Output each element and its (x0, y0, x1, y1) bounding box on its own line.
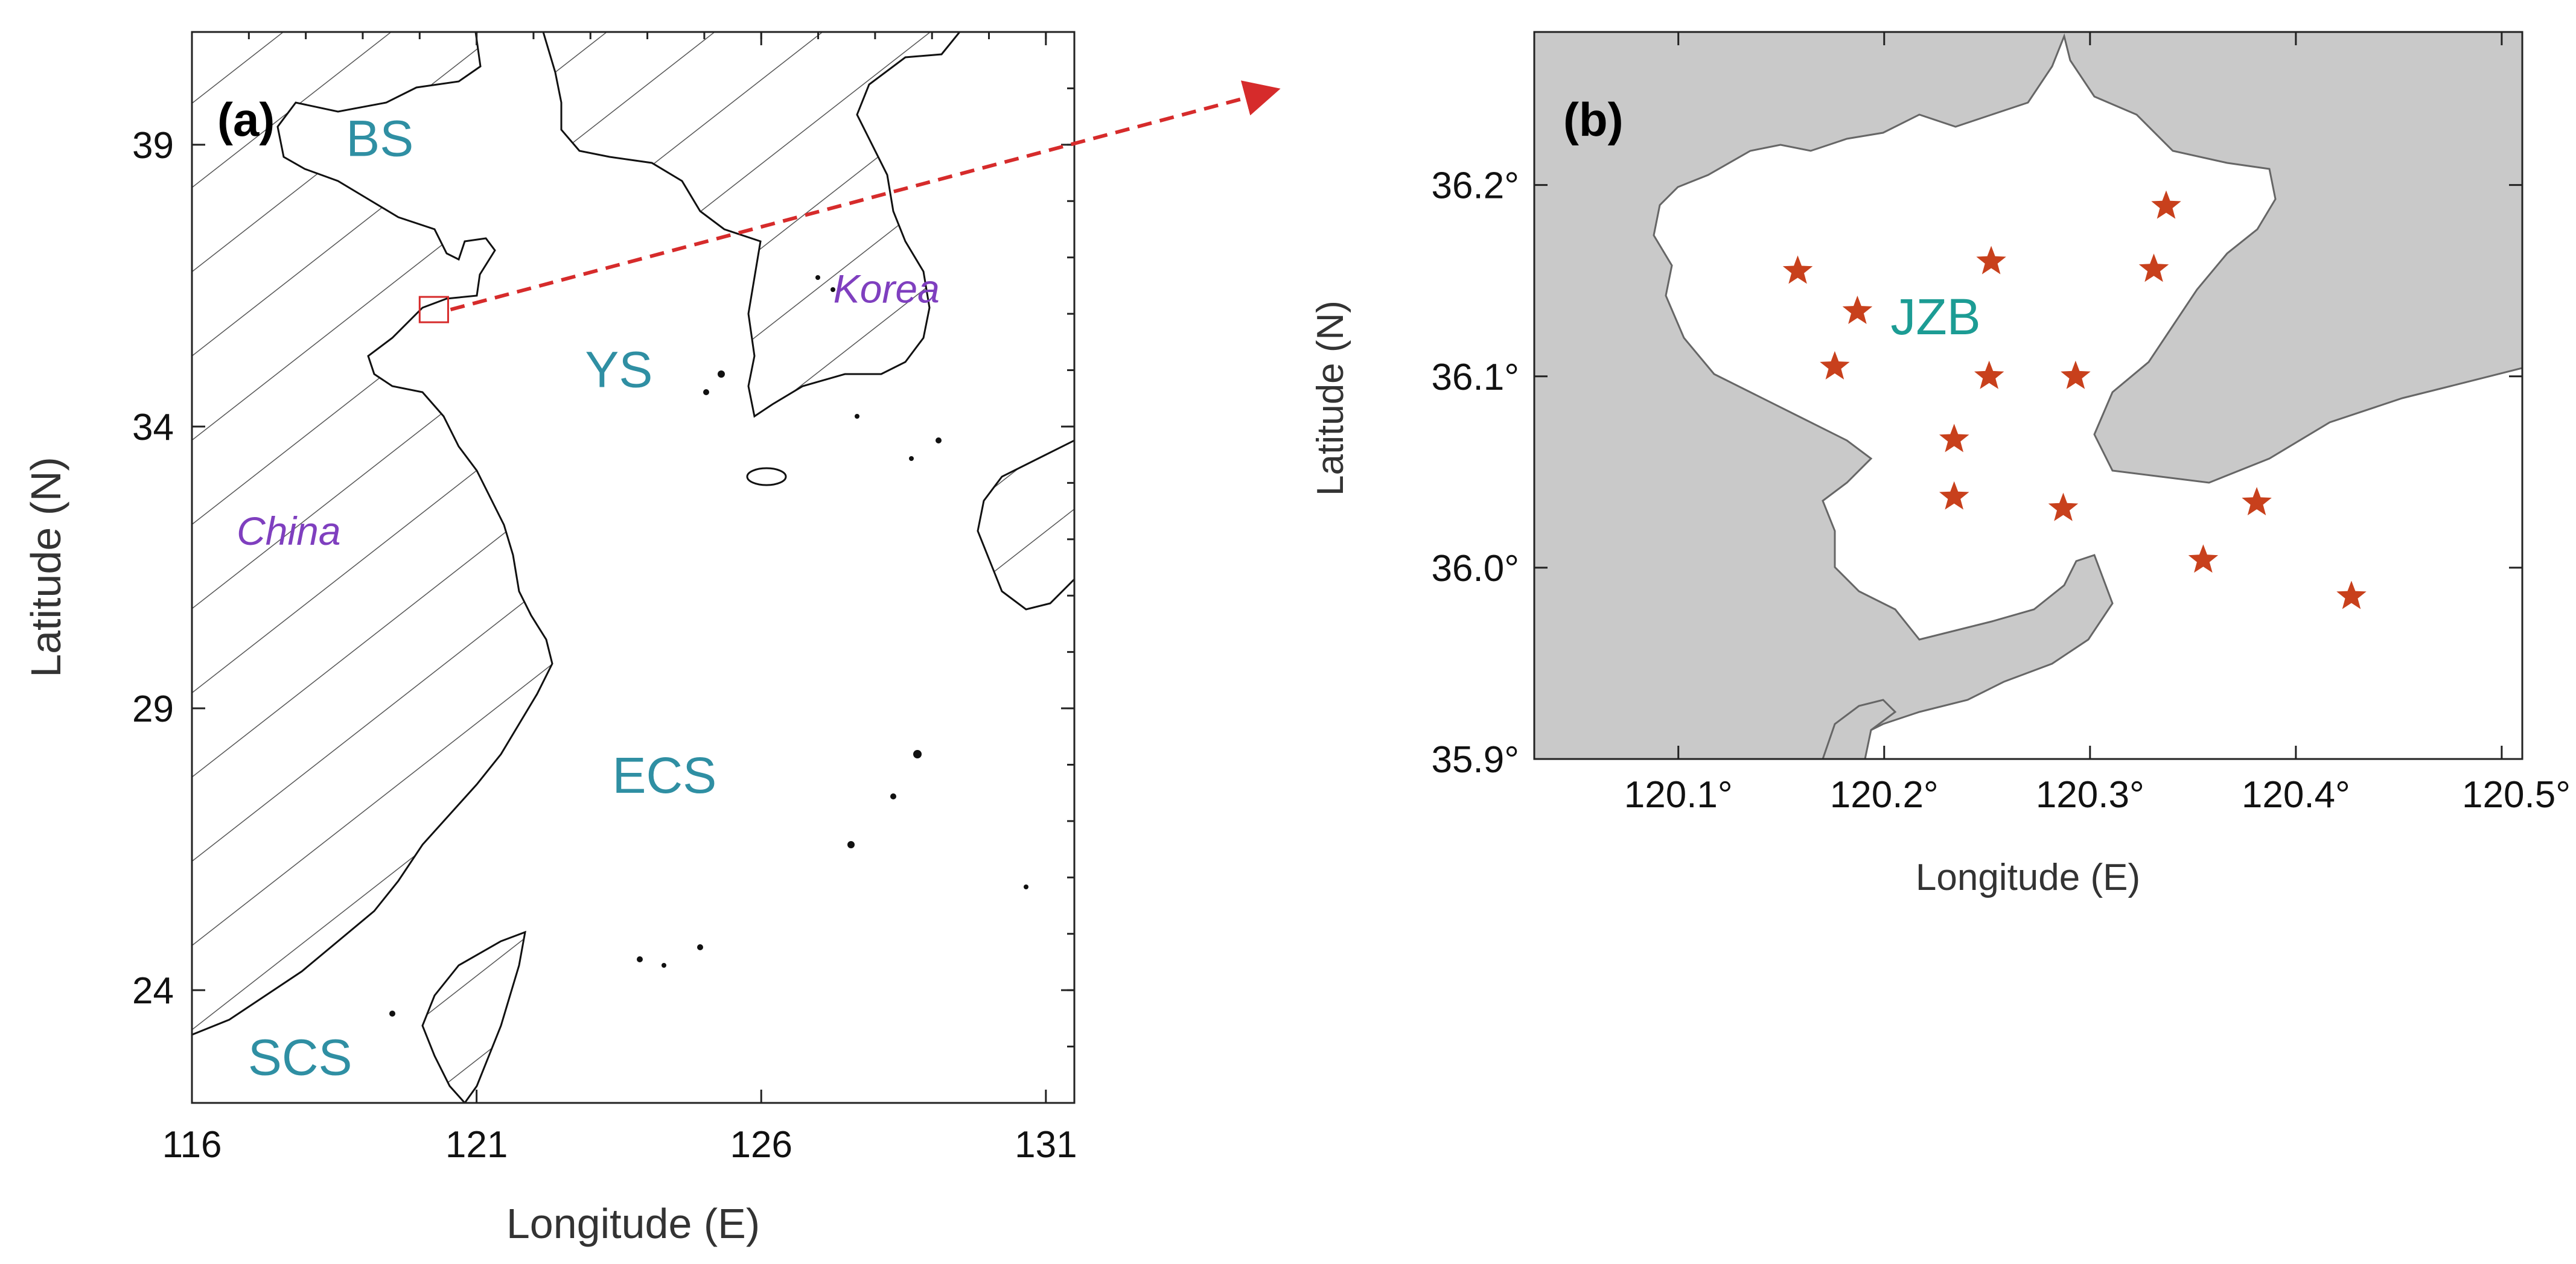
panel-a-xlabel: Longitude (E) (506, 1200, 760, 1247)
panel-b-xlabel: Longitude (E) (1916, 857, 2140, 898)
y-tick-label: 36.1° (1432, 357, 1519, 398)
x-tick-label: 121 (445, 1124, 508, 1166)
panel-b-frame (1533, 31, 2523, 760)
taiwan-land (421, 930, 526, 1103)
station-star (2188, 544, 2219, 573)
y-tick-label: 36.0° (1432, 548, 1519, 589)
station-star (2336, 580, 2367, 609)
station-star (1820, 351, 1850, 380)
station-star (1842, 296, 1873, 324)
y-tick-label: 24 (132, 970, 174, 1012)
y-tick-label: 35.9° (1432, 739, 1519, 781)
panel-a-ticks (191, 32, 1074, 1103)
region-label-bs: BS (346, 110, 413, 167)
study-area-box (418, 296, 449, 323)
x-tick-label: 120.3° (2036, 774, 2144, 816)
y-tick-label: 36.2° (1432, 165, 1519, 207)
y-tick-label: 29 (132, 688, 174, 730)
region-label-ecs: ECS (613, 747, 717, 804)
station-star (2151, 190, 2181, 219)
island (1822, 699, 1897, 759)
x-tick-label: 126 (730, 1124, 792, 1166)
region-label-ys: YS (585, 341, 652, 398)
zoom-connector-arrow (450, 80, 1281, 311)
region-label-china: China (237, 509, 340, 553)
x-tick-label: 120.4° (2242, 774, 2350, 816)
station-star (2048, 492, 2079, 521)
station-star (1939, 424, 1969, 453)
station-star (2061, 360, 2091, 389)
y-tick-label: 39 (132, 125, 174, 167)
station-star (1976, 246, 2006, 275)
region-label-korea: Korea (834, 266, 940, 311)
region-label-scs: SCS (248, 1029, 352, 1085)
station-star (2242, 487, 2272, 516)
panel-a-map: 116 121 126 131 39 34 29 24 BS YS ECS SCS Korea Chi… (22, 31, 1077, 1247)
station-star (2138, 253, 2169, 282)
islands (389, 275, 1028, 1017)
panel-a-frame (191, 31, 1076, 1104)
station-star (1782, 255, 1813, 284)
bay-label: JZB (1890, 288, 1980, 345)
x-tick-label: 116 (162, 1124, 222, 1166)
panel-a-tag: (a) (217, 93, 275, 146)
x-tick-label: 131 (1015, 1124, 1077, 1166)
jeju-island (746, 467, 787, 486)
korea-land-hatched (542, 32, 961, 418)
station-star (1939, 481, 1969, 510)
jiaozhou-bay-water (1653, 33, 2522, 759)
panel-b-tag: (b) (1563, 93, 1624, 146)
station-star (1974, 360, 2004, 389)
panel-b-ylabel: Latitude (N) (1310, 300, 1351, 496)
y-tick-label: 34 (132, 407, 174, 448)
sampling-stations (1782, 190, 2367, 609)
panel-b-map: 120.1° 120.2° 120.3° 120.4° 120.5° 36.2° 36.1… (1310, 31, 2571, 898)
x-tick-label: 120.2° (1830, 774, 1939, 816)
x-tick-label: 120.1° (1624, 774, 1733, 816)
panel-b-ticks (1534, 32, 2522, 760)
japan-land (977, 439, 1074, 611)
x-tick-label: 120.5° (2462, 774, 2571, 816)
panel-a-ylabel: Latitude (N) (22, 457, 69, 678)
china-land-hatched (192, 32, 553, 1036)
